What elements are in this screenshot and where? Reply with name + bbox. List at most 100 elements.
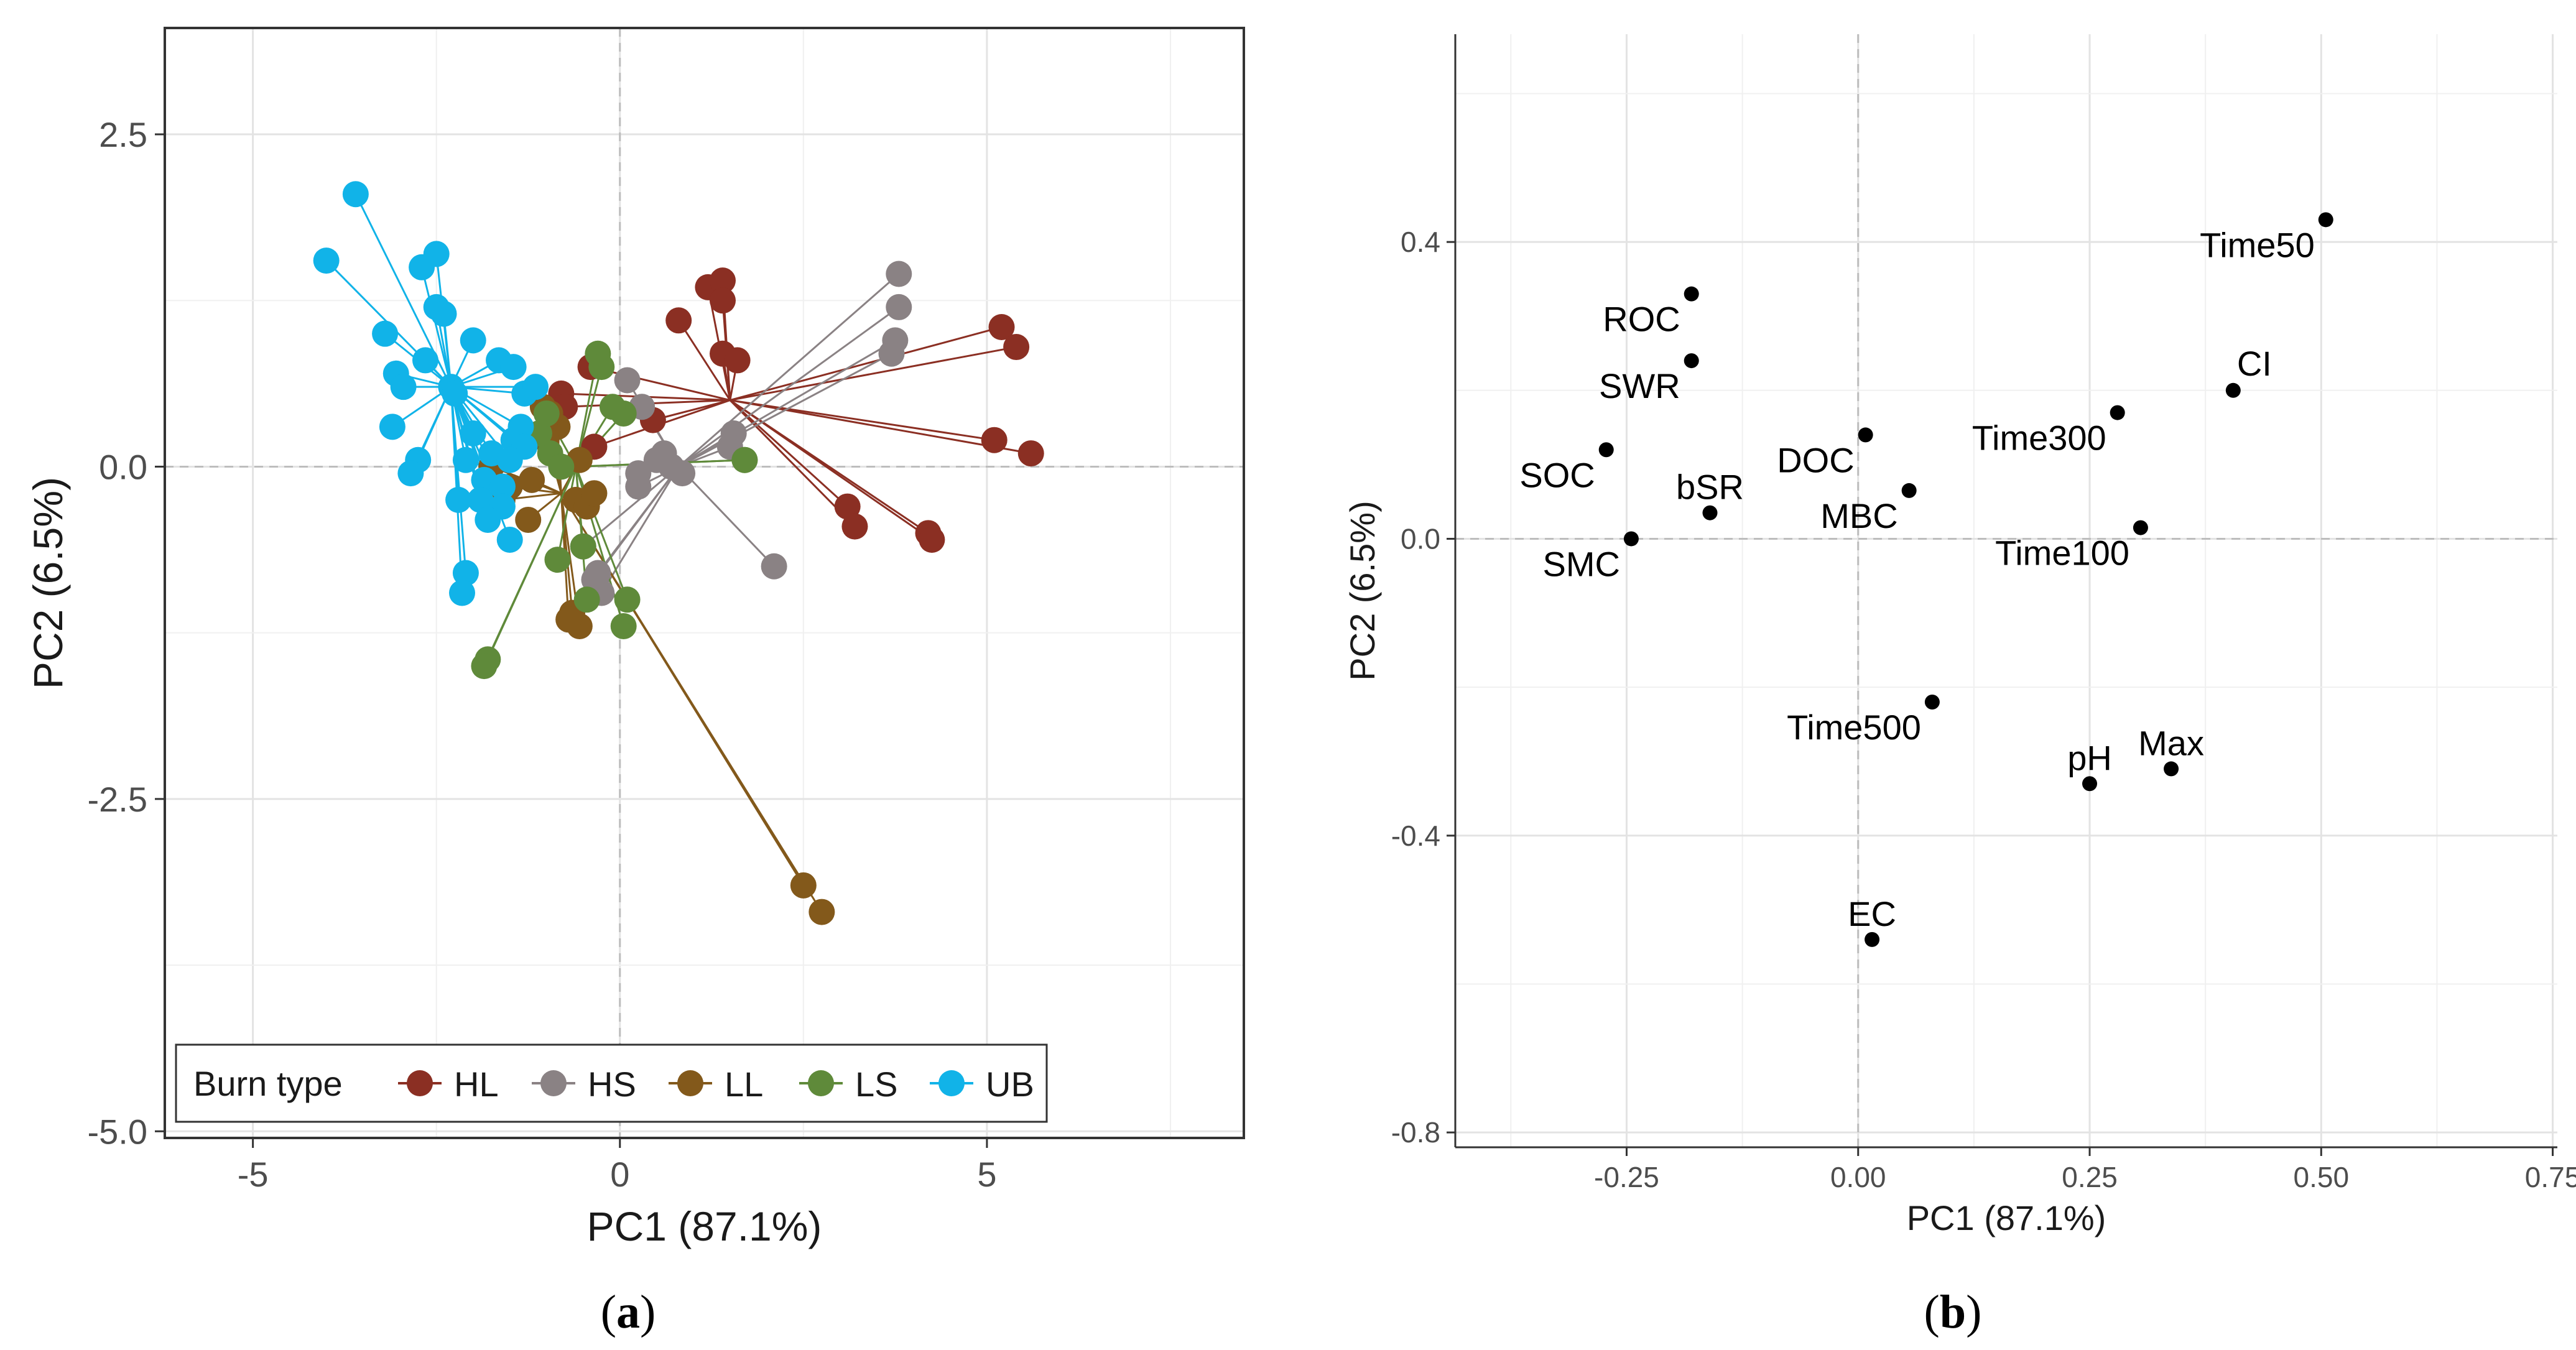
variable-SWR: SWR [1599, 353, 1699, 405]
point-HS [878, 340, 905, 367]
variable-Time100: Time100 [1995, 520, 2148, 573]
legend-label-LS: LS [855, 1065, 898, 1104]
variable-SMC: SMC [1542, 531, 1639, 583]
variable-label: ROC [1603, 300, 1680, 339]
panel-b-variable-points: Time50 ROC SWR CI Time300 DOC SOC bSR MBC SMC Time… [1519, 212, 2333, 947]
variable-point [1702, 505, 1718, 520]
point-UB [496, 527, 523, 553]
point-UB [522, 374, 549, 400]
variable-label: SWR [1599, 366, 1680, 405]
panel-b-plot-background [1455, 34, 2557, 1147]
point-UB [342, 181, 369, 208]
segment-HL [677, 320, 731, 401]
point-UB [460, 327, 486, 354]
legend-key-point-UB [938, 1070, 965, 1096]
point-HS [886, 261, 912, 287]
legend-title: Burn type [193, 1064, 343, 1103]
point-UB [409, 254, 435, 280]
point-HL [1017, 440, 1044, 467]
point-LL [790, 872, 817, 899]
point-UB [445, 486, 472, 513]
legend-key-point-HL [407, 1070, 433, 1096]
point-LS [599, 394, 626, 420]
y-tick-label: 0.0 [1401, 522, 1440, 555]
variable-point [1684, 353, 1699, 369]
segment-HL [729, 399, 856, 527]
segment-HL [652, 399, 731, 422]
legend-label-HL: HL [454, 1065, 499, 1104]
x-tick-label: 0 [610, 1155, 629, 1194]
point-HL [1003, 334, 1030, 361]
variable-label: Max [2138, 723, 2204, 762]
point-UB [397, 460, 424, 487]
point-LL [808, 899, 835, 925]
segment-HS [593, 466, 680, 581]
variable-label: SMC [1542, 544, 1619, 583]
segment-HS [678, 306, 900, 468]
point-UB [452, 560, 479, 586]
segment-LS [483, 466, 577, 667]
segment-HS [678, 466, 775, 567]
point-HS [761, 553, 787, 580]
point-LS [544, 547, 571, 573]
point-LS [610, 613, 637, 639]
x-tick-label: -5 [238, 1155, 269, 1194]
x-tick-label: 0.25 [2062, 1161, 2118, 1193]
point-UB [412, 347, 438, 374]
variable-label: pH [2067, 738, 2112, 777]
panel-a-y-axis-title: PC2 (6.5%) [25, 477, 71, 689]
point-HL [919, 527, 945, 553]
point-HL [981, 427, 1008, 453]
point-UB [442, 380, 468, 407]
segment-HL [730, 346, 1017, 402]
legend-label-HS: HS [588, 1065, 636, 1104]
point-LL [581, 480, 608, 507]
variable-point [2082, 776, 2098, 792]
point-LL [515, 506, 542, 533]
panel-a-y-ticks: 2.5 0.0 -2.5 -5.0 [88, 115, 165, 1151]
point-UB [379, 414, 405, 440]
variable-MBC: MBC [1820, 483, 1917, 535]
legend-key-point-LS [808, 1070, 834, 1096]
variable-point [2225, 382, 2241, 398]
point-UB [313, 247, 340, 274]
point-LS [533, 400, 560, 427]
variable-point [1684, 286, 1699, 302]
y-tick-label: -0.8 [1391, 1116, 1440, 1149]
point-LL [555, 606, 582, 633]
variable-point [2164, 761, 2179, 777]
y-tick-label: -5.0 [88, 1112, 148, 1151]
variable-point [1623, 531, 1639, 547]
panel-a: -5 0 5 2.5 0.0 -2.5 -5.0 PC1 (87.1%) PC2 (6.5… [25, 27, 1245, 1338]
panel-b-y-ticks: 0.4 0.0 -0.4 -0.8 [1391, 226, 1455, 1149]
point-HL [710, 267, 736, 294]
segment-HL [729, 399, 848, 507]
segment-UB [420, 267, 452, 387]
segment-HS [678, 353, 892, 468]
point-HL [665, 307, 692, 334]
variable-point [1598, 442, 1614, 458]
variable-label: CI [2237, 344, 2272, 383]
point-LS [573, 586, 600, 613]
point-HS [886, 294, 912, 320]
panel-a-legend: Burn type HL HS LL LS UB [175, 1043, 1048, 1123]
segment-HS [582, 466, 680, 547]
point-UB [507, 414, 534, 440]
segment-LS [556, 466, 577, 560]
point-LL [519, 466, 545, 493]
variable-label: MBC [1820, 496, 1897, 535]
point-LS [548, 453, 575, 480]
point-UB [496, 446, 523, 473]
point-LS [471, 653, 498, 680]
segment-HL [730, 399, 994, 442]
point-LS [731, 446, 758, 473]
point-UB [467, 486, 494, 513]
point-UB [500, 354, 527, 381]
y-tick-label: -0.4 [1391, 820, 1440, 852]
variable-Max: Max [2138, 723, 2204, 777]
panel-a-x-ticks: -5 0 5 [238, 1138, 996, 1194]
panel-a-x-axis-title: PC1 (87.1%) [587, 1203, 822, 1249]
variable-Time50: Time50 [2200, 212, 2333, 264]
panel-b-zero-lines [1455, 34, 2557, 1147]
point-UB [452, 446, 479, 473]
